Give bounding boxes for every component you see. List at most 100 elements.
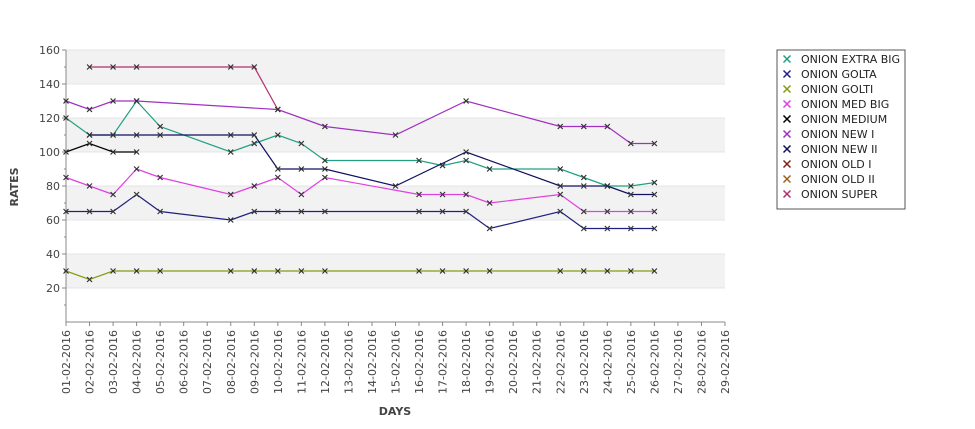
series-line xyxy=(89,66,279,110)
data-point xyxy=(416,208,422,215)
data-point xyxy=(227,132,234,138)
point-marker xyxy=(439,208,446,215)
data-point xyxy=(627,268,634,274)
data-point xyxy=(580,123,587,130)
legend-item: ONION OLD II xyxy=(782,173,875,186)
x-tick-label: 18-02-2016 xyxy=(460,330,473,394)
data-point xyxy=(63,174,69,181)
x-tick-label: 20-02-2016 xyxy=(507,330,520,394)
data-point xyxy=(133,132,140,138)
point-marker xyxy=(416,191,422,198)
data-point xyxy=(416,268,422,274)
data-point xyxy=(274,268,281,274)
data-point xyxy=(416,191,422,198)
x-tick-label: 21-02-2016 xyxy=(531,330,544,394)
point-marker xyxy=(580,225,587,232)
point-marker xyxy=(251,140,258,147)
data-point xyxy=(627,208,634,215)
legend-label: ONION GOLTA xyxy=(801,68,877,81)
data-point xyxy=(86,183,93,189)
y-tick-label: 40 xyxy=(46,248,60,261)
point-marker xyxy=(157,123,164,130)
legend-item: ONION MEDIUM xyxy=(782,113,887,126)
data-point xyxy=(439,191,446,198)
series-onion-medium xyxy=(63,140,140,155)
data-point xyxy=(110,268,116,274)
point-marker xyxy=(486,268,493,274)
data-point xyxy=(604,268,611,274)
legend-label: ONION GOLTI xyxy=(801,83,873,96)
data-point xyxy=(557,123,564,130)
data-point xyxy=(227,191,234,198)
data-point xyxy=(463,98,470,104)
point-marker xyxy=(651,140,658,147)
x-tick-label: 24-02-2016 xyxy=(601,330,614,394)
y-tick-label: 80 xyxy=(46,180,60,193)
point-marker xyxy=(251,132,258,138)
data-point xyxy=(133,98,140,104)
point-marker xyxy=(227,149,234,155)
data-point xyxy=(604,183,611,189)
data-point xyxy=(86,208,93,215)
point-marker xyxy=(298,166,305,172)
data-point xyxy=(651,179,658,186)
point-marker xyxy=(463,208,470,215)
data-point xyxy=(557,191,564,198)
data-point xyxy=(133,64,140,70)
legend-swatch-icon xyxy=(782,84,792,94)
data-point xyxy=(274,132,281,138)
point-marker xyxy=(274,166,281,172)
x-tick-label: 15-02-2016 xyxy=(390,330,403,394)
data-point xyxy=(86,276,93,283)
data-point xyxy=(110,149,116,155)
legend-swatch-icon xyxy=(782,189,792,199)
data-point xyxy=(86,140,93,147)
data-point xyxy=(110,98,116,104)
point-marker xyxy=(110,132,116,138)
x-tick-label: 26-02-2016 xyxy=(648,330,661,394)
series-line xyxy=(89,134,655,196)
legend-swatch-icon xyxy=(782,69,792,79)
x-tick-label: 16-02-2016 xyxy=(413,330,426,394)
point-marker xyxy=(463,157,470,164)
x-tick-label: 08-02-2016 xyxy=(225,330,238,394)
point-marker xyxy=(274,174,281,181)
data-point xyxy=(486,225,493,232)
data-point xyxy=(580,225,587,232)
point-marker xyxy=(86,183,93,189)
point-marker xyxy=(227,191,234,198)
series-onion-new-ii xyxy=(86,132,658,198)
point-marker xyxy=(557,268,564,274)
data-point xyxy=(651,268,658,274)
data-point xyxy=(133,149,140,155)
point-marker xyxy=(133,268,140,274)
data-point xyxy=(463,191,470,198)
point-marker xyxy=(298,140,305,147)
legend-item: ONION SUPER xyxy=(782,188,878,201)
point-marker xyxy=(133,166,140,172)
point-marker xyxy=(274,106,281,113)
legend-swatch-icon xyxy=(782,99,792,109)
point-marker xyxy=(321,174,328,181)
point-marker xyxy=(627,140,634,147)
data-point xyxy=(463,268,470,274)
point-marker xyxy=(251,268,258,274)
point-marker xyxy=(604,183,611,189)
point-marker xyxy=(321,157,328,164)
data-point xyxy=(486,268,493,274)
data-point xyxy=(416,157,422,164)
data-point xyxy=(627,191,634,198)
x-tick-label: 28-02-2016 xyxy=(695,330,708,394)
data-point xyxy=(604,225,611,232)
data-point xyxy=(651,191,658,198)
x-tick-label: 10-02-2016 xyxy=(272,330,285,394)
data-point xyxy=(63,149,69,155)
point-marker xyxy=(298,191,305,198)
point-marker xyxy=(463,98,470,104)
point-marker xyxy=(321,208,328,215)
data-point xyxy=(298,140,305,147)
data-point xyxy=(274,174,281,181)
y-tick-label: 140 xyxy=(39,78,60,91)
point-marker xyxy=(604,123,611,130)
